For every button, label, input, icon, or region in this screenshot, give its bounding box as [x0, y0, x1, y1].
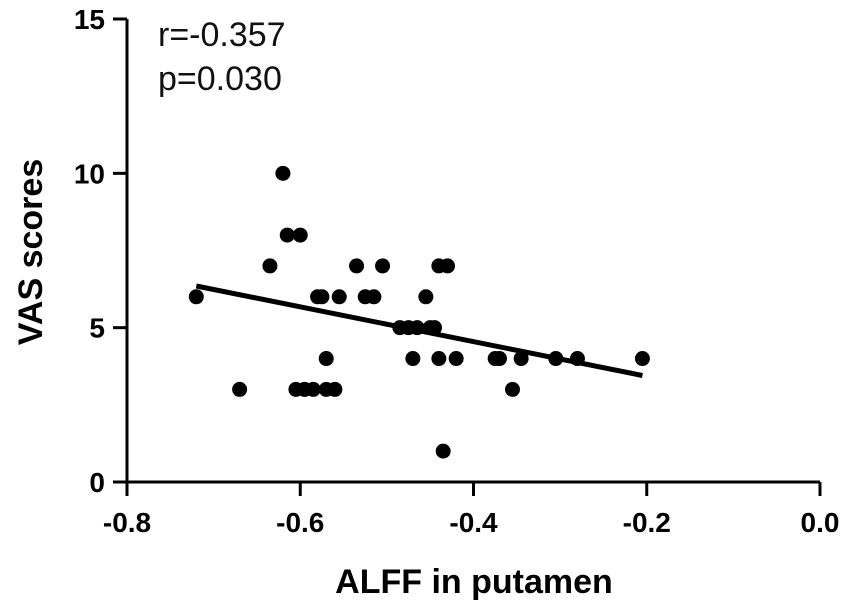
data-point	[275, 165, 291, 181]
data-point	[435, 443, 451, 459]
x-tick-label: -0.8	[103, 507, 151, 538]
data-point	[188, 289, 204, 305]
correlation-p-annotation: p=0.030	[158, 60, 282, 98]
data-point	[405, 351, 421, 367]
data-point	[366, 289, 382, 305]
x-tick-label: -0.4	[449, 507, 498, 538]
data-point	[305, 381, 321, 397]
x-ticks-group: -0.8 -0.6 -0.4 -0.2 0.0	[103, 482, 840, 538]
x-axis-title: ALFF in putamen	[335, 563, 613, 601]
y-tick-label: 15	[74, 4, 105, 35]
data-point	[314, 289, 330, 305]
axes-group: 0 5 10 15 -0.8 -0.6 -0.4 -0.2 0.0	[74, 4, 840, 538]
data-point	[513, 351, 529, 367]
y-tick-label: 0	[89, 467, 105, 498]
x-tick-label: 0.0	[801, 507, 840, 538]
trend-line	[195, 283, 643, 378]
data-point	[232, 381, 248, 397]
data-point	[440, 258, 456, 274]
y-tick-label: 5	[89, 313, 105, 344]
data-point	[504, 381, 520, 397]
data-point	[349, 258, 365, 274]
points-group	[188, 165, 650, 459]
x-tick-label: -0.2	[623, 507, 671, 538]
data-point	[431, 351, 447, 367]
data-point	[491, 351, 507, 367]
data-point	[327, 381, 343, 397]
y-axis-title: VAS scores	[12, 159, 50, 345]
y-tick-label: 10	[74, 158, 105, 189]
data-point	[331, 289, 347, 305]
data-point	[318, 351, 334, 367]
data-point	[375, 258, 391, 274]
correlation-r-annotation: r=-0.357	[158, 16, 286, 54]
data-point	[448, 351, 464, 367]
data-point	[262, 258, 278, 274]
data-point	[279, 227, 295, 243]
y-ticks-group: 0 5 10 15	[74, 4, 127, 498]
data-point	[292, 227, 308, 243]
data-point	[634, 351, 650, 367]
data-point	[418, 289, 434, 305]
x-tick-label: -0.6	[276, 507, 324, 538]
